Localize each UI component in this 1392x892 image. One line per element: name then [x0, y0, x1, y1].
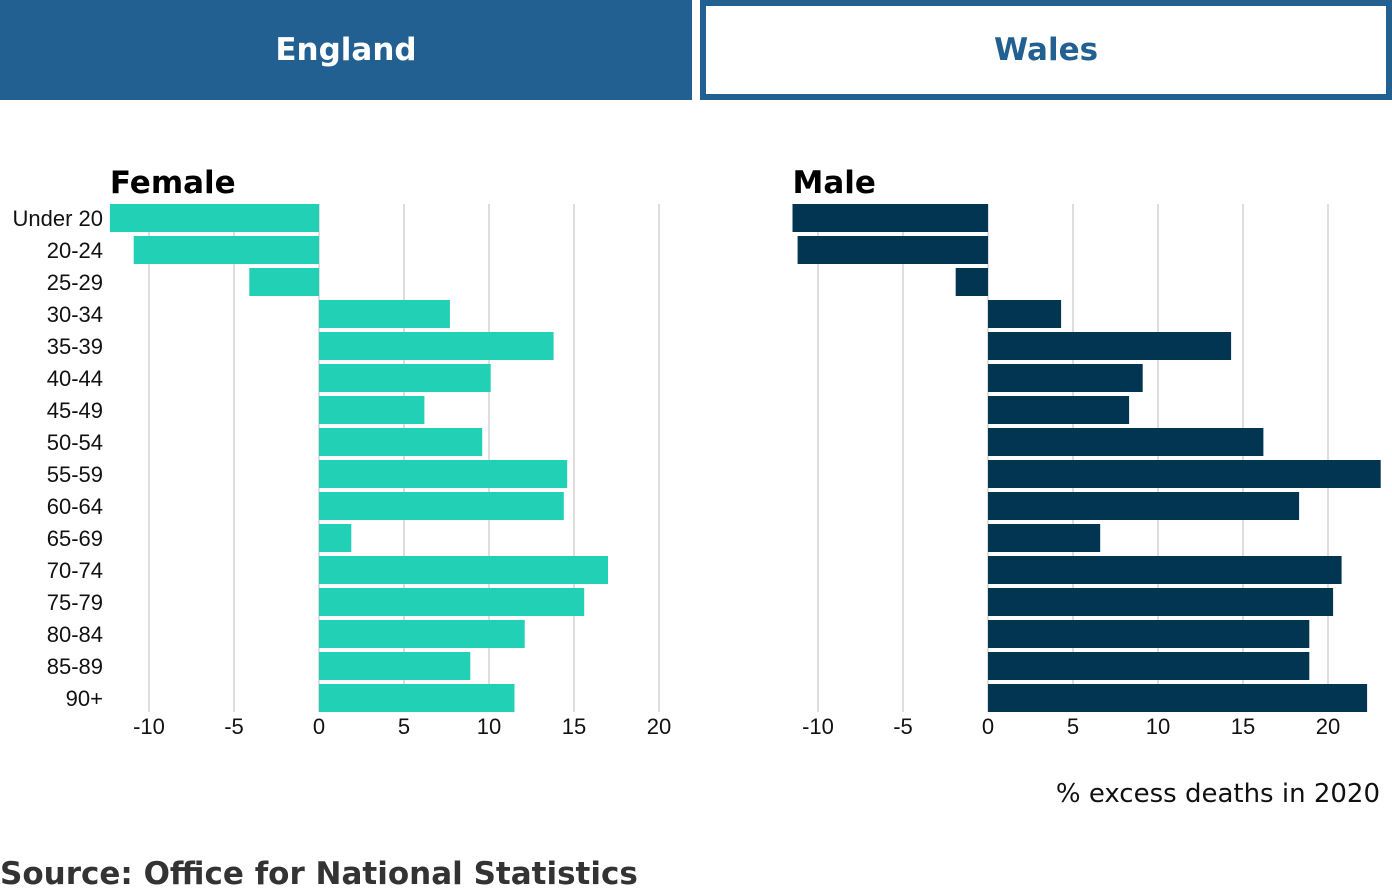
- female-bar: [319, 684, 515, 712]
- male-bar: [988, 556, 1342, 584]
- age-group-label: 50-54: [47, 430, 103, 455]
- male-bar: [988, 396, 1130, 424]
- male-bar: [988, 428, 1264, 456]
- female-bar: [319, 524, 352, 552]
- male-bar: [988, 652, 1310, 680]
- male-bar: [955, 268, 988, 296]
- male-x-tick-label: 0: [982, 714, 994, 739]
- female-bar: [109, 204, 320, 232]
- age-group-label: 85-89: [47, 654, 103, 679]
- female-x-tick-label: 5: [398, 714, 410, 739]
- age-group-label: 30-34: [47, 302, 103, 327]
- male-x-tick-label: 10: [1146, 714, 1170, 739]
- male-bar: [988, 300, 1062, 328]
- female-x-tick-label: 10: [477, 714, 501, 739]
- female-bar: [319, 332, 554, 360]
- age-group-label: 65-69: [47, 526, 103, 551]
- age-group-label: 35-39: [47, 334, 103, 359]
- male-x-tick-label: -5: [893, 714, 913, 739]
- female-x-tick-label: -10: [133, 714, 165, 739]
- male-bar: [797, 236, 988, 264]
- age-group-label: 55-59: [47, 462, 103, 487]
- tab-wales[interactable]: Wales: [700, 0, 1392, 100]
- age-group-label: 80-84: [47, 622, 103, 647]
- female-bar: [319, 396, 425, 424]
- female-x-tick-label: -5: [224, 714, 244, 739]
- male-panel-title: Male: [793, 165, 876, 201]
- female-x-tick-label: 15: [562, 714, 586, 739]
- male-bar: [988, 524, 1101, 552]
- female-bar: [319, 652, 471, 680]
- male-bar: [988, 588, 1334, 616]
- male-x-tick-label: 20: [1316, 714, 1340, 739]
- female-bar: [319, 364, 491, 392]
- male-x-tick-label: -10: [802, 714, 834, 739]
- age-group-label: 20-24: [47, 238, 103, 263]
- age-group-label: 70-74: [47, 558, 103, 583]
- male-bar: [988, 620, 1310, 648]
- age-group-label: 75-79: [47, 590, 103, 615]
- male-bar: [988, 332, 1232, 360]
- female-panel-title: Female: [110, 165, 236, 201]
- male-bar: [988, 460, 1381, 488]
- female-x-tick-label: 20: [647, 714, 671, 739]
- female-bar: [133, 236, 319, 264]
- female-bar: [319, 588, 585, 616]
- tab-england[interactable]: England: [0, 0, 692, 100]
- age-group-label: 90+: [66, 686, 103, 711]
- female-bar: [319, 300, 450, 328]
- female-bar: [319, 556, 608, 584]
- female-bar: [319, 428, 483, 456]
- male-bar: [792, 204, 988, 232]
- female-bar: [319, 492, 564, 520]
- age-group-label: 25-29: [47, 270, 103, 295]
- female-bar: [319, 620, 525, 648]
- age-group-label: 40-44: [47, 366, 103, 391]
- male-x-tick-label: 15: [1231, 714, 1255, 739]
- age-group-label: 60-64: [47, 494, 103, 519]
- female-bar: [319, 460, 568, 488]
- male-bar: [988, 492, 1300, 520]
- x-axis-label: % excess deaths in 2020: [1056, 779, 1380, 809]
- age-group-label: 45-49: [47, 398, 103, 423]
- male-bar: [988, 364, 1143, 392]
- female-x-tick-label: 0: [313, 714, 325, 739]
- age-group-label: Under 20: [12, 206, 103, 231]
- excess-deaths-chart: Female Under 20 20-24 25-29 30-34 35-39 40-44 4…: [12, 165, 1381, 809]
- male-x-tick-label: 5: [1067, 714, 1079, 739]
- source-note: Source: Office for National Statistics: [0, 856, 638, 892]
- male-bar: [988, 684, 1368, 712]
- female-bar: [249, 268, 319, 296]
